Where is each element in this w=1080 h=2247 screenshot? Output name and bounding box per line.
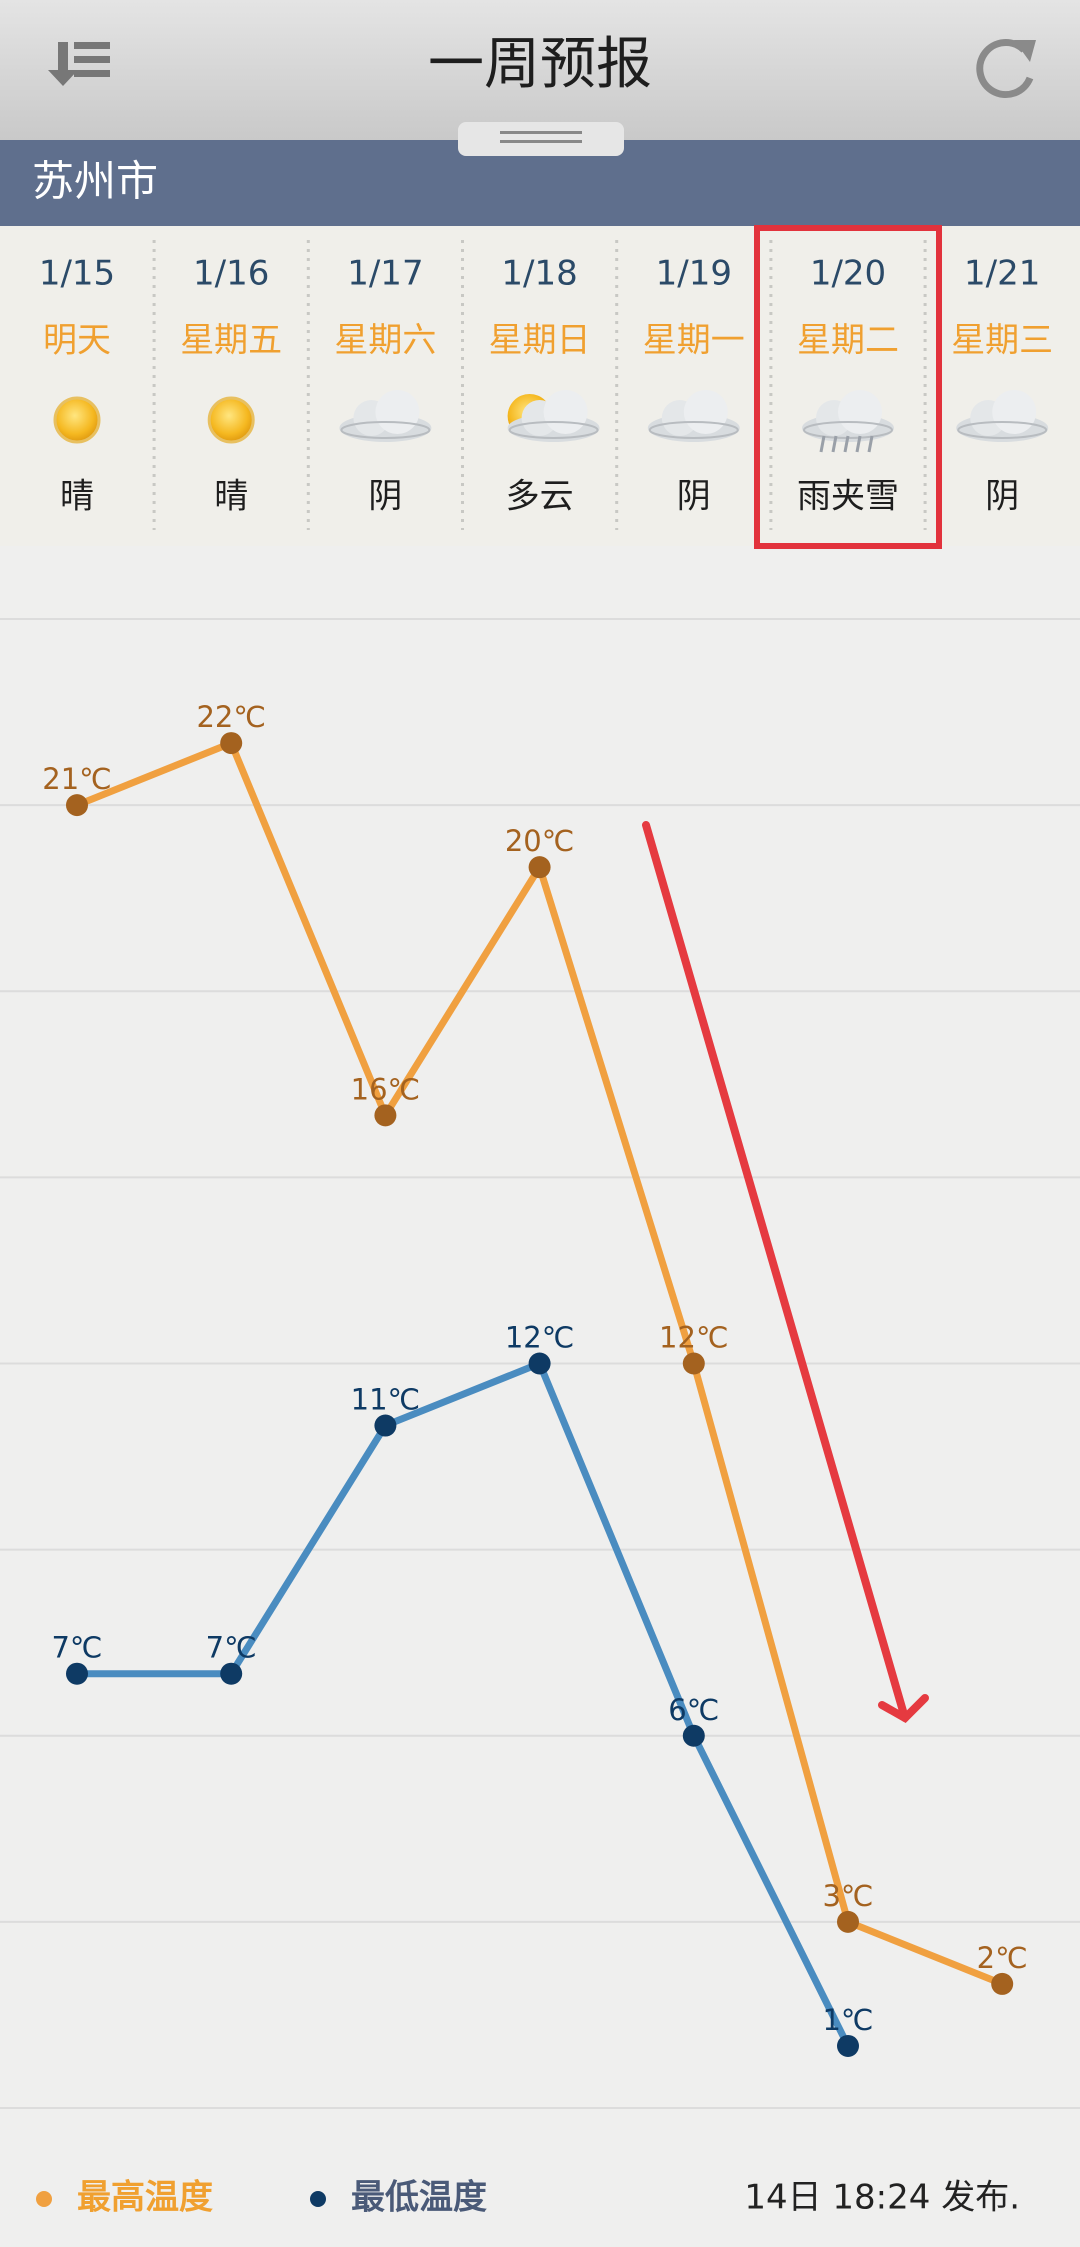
data-label: 6℃ bbox=[668, 1693, 719, 1727]
day-weather: 多云 bbox=[506, 477, 574, 517]
rain-drop bbox=[867, 435, 874, 453]
day-weekday: 星期三 bbox=[951, 321, 1053, 361]
day-weather: 阴 bbox=[677, 477, 711, 517]
cloud bbox=[340, 421, 431, 439]
legend-marker bbox=[310, 2191, 326, 2207]
cloud bbox=[992, 390, 1037, 434]
data-label: 12℃ bbox=[505, 1321, 574, 1355]
day-weather: 晴 bbox=[60, 477, 94, 517]
rain-drop bbox=[831, 435, 838, 453]
series-line bbox=[77, 1360, 852, 2048]
data-point bbox=[837, 2034, 859, 2057]
cloud bbox=[508, 421, 599, 439]
weather-icon bbox=[339, 390, 432, 442]
data-label: 7℃ bbox=[206, 1631, 257, 1665]
day-weather: 阴 bbox=[368, 477, 402, 517]
weather-icon bbox=[507, 390, 600, 442]
cloud bbox=[648, 421, 739, 439]
data-point bbox=[682, 1352, 705, 1375]
cloud bbox=[543, 390, 588, 434]
pull-handle[interactable] bbox=[458, 122, 624, 156]
city-name: 苏州市 bbox=[32, 157, 158, 206]
day-weekday: 星期六 bbox=[334, 321, 436, 361]
day-weekday: 星期五 bbox=[180, 321, 282, 361]
data-point bbox=[682, 1724, 705, 1747]
weather-icon bbox=[207, 396, 255, 444]
data-label: 2℃ bbox=[977, 1941, 1028, 1975]
weather-icon bbox=[956, 390, 1049, 442]
handle-line bbox=[500, 131, 582, 134]
weather-icon bbox=[53, 396, 101, 444]
data-point bbox=[220, 1662, 243, 1685]
day-weather: 雨夹雪 bbox=[797, 477, 899, 517]
data-label: 11℃ bbox=[351, 1383, 420, 1417]
rain-drop bbox=[843, 435, 850, 453]
data-point bbox=[220, 732, 243, 755]
day-weather: 晴 bbox=[214, 477, 248, 517]
day-weekday: 星期二 bbox=[797, 321, 899, 361]
data-label: 7℃ bbox=[51, 1631, 102, 1665]
menu-button[interactable] bbox=[48, 42, 110, 86]
day-date: 1/21 bbox=[964, 254, 1040, 294]
trend-arrow bbox=[642, 821, 929, 1723]
day-weekday: 星期日 bbox=[489, 321, 591, 361]
day-date: 1/18 bbox=[501, 254, 577, 294]
legend-marker bbox=[36, 2191, 52, 2207]
data-point bbox=[991, 1972, 1014, 1995]
forecast-strip bbox=[0, 226, 1080, 546]
day-weather: 阴 bbox=[985, 477, 1019, 517]
publish-time: 14日 18:24 发布. bbox=[744, 2178, 1020, 2218]
data-label: 12℃ bbox=[659, 1321, 728, 1355]
data-label: 20℃ bbox=[505, 824, 574, 858]
cloud bbox=[838, 390, 882, 434]
handle-line bbox=[500, 140, 582, 143]
temperature-chart: 21℃ 22℃ 16℃ 20℃ 12℃ 3℃ 2℃ 7℃ 7℃ 11℃ 12℃ 6℃ 1℃ bbox=[0, 618, 1080, 2109]
data-label: 21℃ bbox=[42, 762, 111, 796]
day-date: 1/16 bbox=[193, 254, 269, 294]
day-date: 1/15 bbox=[39, 254, 115, 294]
cloud bbox=[375, 390, 420, 434]
day-weekday: 明天 bbox=[43, 321, 111, 361]
data-point bbox=[66, 794, 88, 817]
data-label: 3℃ bbox=[822, 1879, 873, 1913]
data-point bbox=[374, 1104, 397, 1127]
data-label: 1℃ bbox=[822, 2003, 873, 2037]
data-point bbox=[528, 856, 551, 879]
cloud bbox=[683, 390, 728, 434]
page-title: 一周预报 bbox=[428, 32, 652, 97]
cloud bbox=[957, 421, 1048, 439]
data-point bbox=[837, 1910, 859, 1933]
legend-label: 最高温度 bbox=[77, 2178, 213, 2218]
header-bar bbox=[0, 0, 1080, 140]
data-point bbox=[374, 1414, 397, 1437]
legend-label: 最低温度 bbox=[351, 2178, 487, 2218]
day-date: 1/17 bbox=[347, 254, 423, 294]
day-weekday: 星期一 bbox=[643, 321, 745, 361]
weather-icon bbox=[647, 390, 740, 442]
refresh-button[interactable] bbox=[976, 39, 1036, 98]
data-label: 22℃ bbox=[196, 700, 265, 734]
day-date: 1/19 bbox=[656, 254, 732, 294]
data-label: 16℃ bbox=[351, 1072, 420, 1106]
legend: 最高温度 最低温度 bbox=[36, 2178, 487, 2218]
data-point bbox=[528, 1352, 551, 1375]
day-date: 1/20 bbox=[810, 254, 886, 294]
data-point bbox=[66, 1662, 88, 1685]
rain-drop bbox=[819, 435, 826, 453]
weather-icon bbox=[802, 390, 894, 453]
rain-drop bbox=[855, 435, 862, 453]
highlight-box bbox=[754, 225, 942, 549]
